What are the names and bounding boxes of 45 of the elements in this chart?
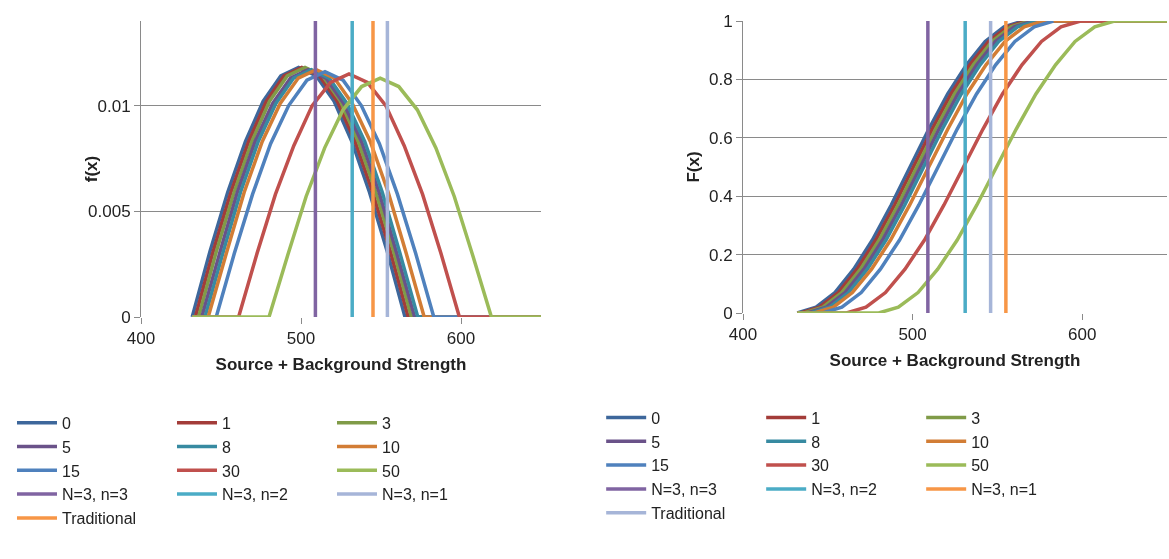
legend-label: 0 <box>62 414 71 432</box>
y-tick-label: 1 <box>723 11 733 31</box>
y-axis-title: F(x) <box>684 151 703 183</box>
y-tick-label: 0.2 <box>708 245 733 265</box>
legend-label: N=3, n=2 <box>811 481 878 499</box>
legend-label: N=3, n=3 <box>62 486 128 504</box>
legend-label: 50 <box>382 462 400 480</box>
x-tick-label: 400 <box>126 329 156 349</box>
legend-label: 15 <box>62 462 80 480</box>
y-tick-label: 0.6 <box>708 128 733 148</box>
y-tick-label: 0.01 <box>97 96 131 116</box>
y-tick-label: 0 <box>723 303 733 323</box>
legend-label: 30 <box>222 462 240 480</box>
legend-label: N=3, n=1 <box>382 486 448 504</box>
legend-label: Traditional <box>62 510 137 528</box>
legend-label: 30 <box>811 457 830 475</box>
legend-label: 1 <box>811 409 821 427</box>
legend-label: 10 <box>971 433 990 451</box>
y-tick-label: 0 <box>121 307 131 327</box>
x-tick-label: 500 <box>898 325 927 345</box>
legend-label: 15 <box>651 457 670 475</box>
legend-label: 3 <box>382 414 391 432</box>
legend-label: 8 <box>811 433 821 451</box>
legend-label: 1 <box>222 414 231 432</box>
legend-label: 8 <box>222 438 231 456</box>
legend-label: 3 <box>971 409 981 427</box>
legend-label: N=3, n=2 <box>222 486 288 504</box>
x-tick-label: 600 <box>446 329 476 349</box>
legend-label: 5 <box>62 438 71 456</box>
legend-label: N=3, n=3 <box>651 481 718 499</box>
y-tick-label: 0.005 <box>88 202 131 222</box>
legend-label: Traditional <box>651 504 726 522</box>
legend-label: 5 <box>651 433 661 451</box>
legend-label: N=3, n=1 <box>971 481 1038 499</box>
legend-label: 50 <box>971 457 990 475</box>
legend-label: 10 <box>382 438 400 456</box>
y-tick-label: 0.4 <box>708 187 733 207</box>
x-axis-title: Source + Background Strength <box>829 350 1081 370</box>
y-axis-title: f(x) <box>82 155 101 183</box>
x-axis-title: Source + Background Strength <box>215 354 467 374</box>
x-tick-label: 600 <box>1068 325 1097 345</box>
legend-label: 0 <box>651 409 661 427</box>
y-tick-label: 0.8 <box>708 70 733 90</box>
x-tick-label: 400 <box>728 325 758 345</box>
x-tick-label: 500 <box>286 329 316 349</box>
